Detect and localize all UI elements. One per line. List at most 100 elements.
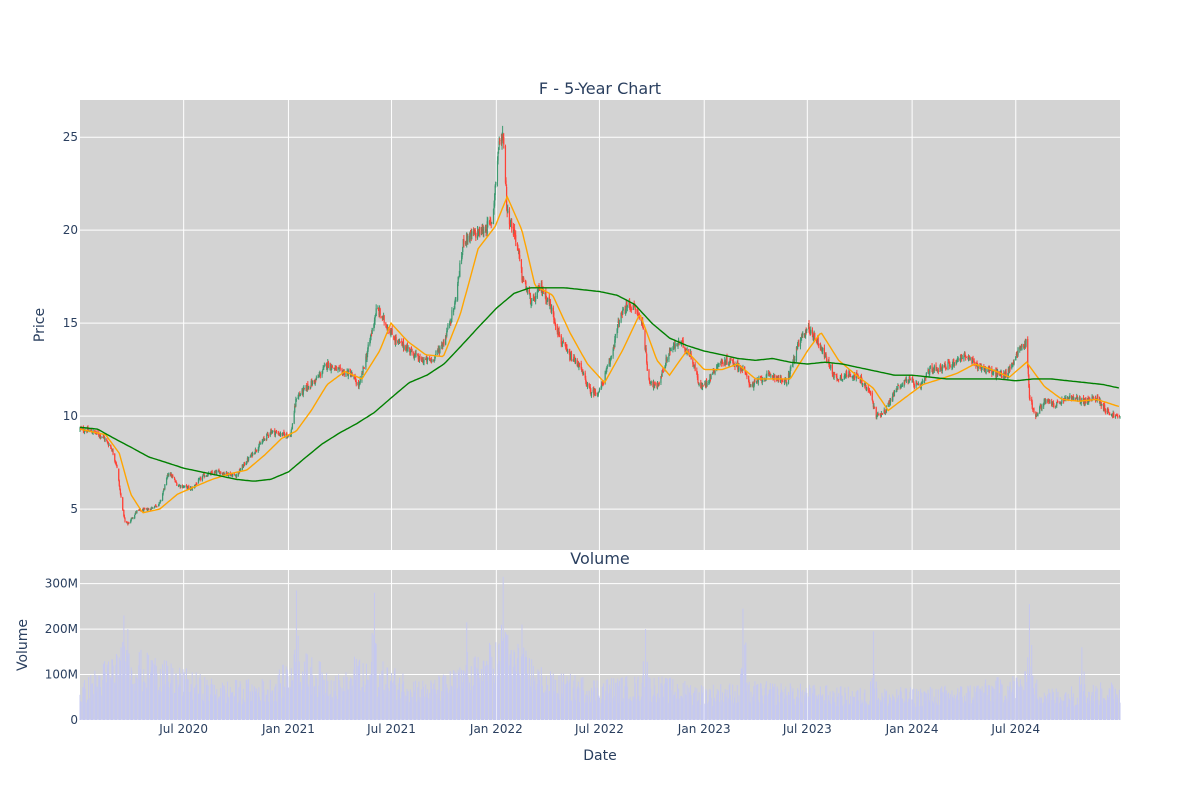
candle-body — [830, 364, 832, 369]
volume-bar — [736, 685, 738, 720]
volume-bar — [674, 694, 676, 720]
volume-bar — [147, 689, 149, 720]
volume-bar — [269, 679, 271, 720]
volume-bar — [135, 674, 137, 720]
candle-body — [945, 368, 947, 370]
volume-bar — [431, 688, 433, 720]
candle-body — [135, 512, 137, 514]
volume-bar — [804, 691, 806, 720]
volume-bar — [263, 689, 265, 720]
volume-bar — [274, 687, 276, 720]
volume-bar — [1119, 702, 1121, 720]
volume-bar — [314, 694, 316, 720]
volume-bar — [1087, 703, 1089, 720]
volume-bar — [1113, 699, 1115, 720]
volume-bar — [1061, 700, 1063, 720]
volume-bar — [664, 677, 666, 720]
candle-body — [1053, 405, 1055, 407]
volume-bars — [79, 576, 1121, 720]
date-x-tick-label: Jan 2024 — [885, 722, 939, 736]
candle-body — [692, 364, 695, 366]
volume-bar — [303, 675, 305, 720]
volume-bar — [363, 692, 365, 720]
volume-bar — [425, 684, 427, 720]
volume-bar — [518, 648, 520, 720]
volume-bar — [478, 672, 480, 720]
candle-body — [211, 471, 213, 474]
candle-body — [102, 436, 104, 438]
volume-bar — [238, 687, 240, 720]
volume-bar — [792, 688, 794, 720]
volume-bar — [513, 649, 515, 720]
volume-bar — [398, 683, 400, 720]
volume-bar — [466, 652, 468, 720]
volume-bar — [920, 688, 922, 720]
candle-body — [853, 373, 856, 378]
candle-body — [937, 370, 939, 372]
volume-bar — [216, 689, 218, 720]
volume-bar — [451, 686, 453, 720]
volume-bar — [576, 688, 578, 720]
candle-body — [286, 433, 288, 435]
volume-bar — [867, 704, 869, 720]
candle-body — [1031, 399, 1033, 403]
volume-bar — [569, 679, 571, 720]
volume-bar — [931, 688, 933, 720]
volume-bar — [912, 706, 914, 720]
volume-bar — [401, 683, 403, 720]
candle-body — [969, 358, 971, 360]
volume-bar — [110, 679, 112, 720]
candle-body — [494, 193, 496, 206]
candle-body — [1001, 376, 1003, 378]
volume-bar — [322, 679, 324, 720]
volume-bar — [378, 689, 380, 720]
candle-body — [847, 375, 849, 377]
candle-body — [661, 371, 663, 377]
volume-bar — [497, 663, 499, 720]
volume-bar — [979, 688, 981, 720]
candle-body — [457, 284, 459, 301]
volume-bar — [693, 698, 695, 720]
volume-bar — [704, 705, 706, 720]
volume-bar — [290, 689, 292, 720]
volume-bar — [1048, 693, 1050, 720]
volume-bar — [594, 687, 596, 720]
candle-body — [828, 364, 831, 367]
volume-bar — [1075, 704, 1077, 720]
candle-body — [873, 405, 875, 407]
volume-bar — [921, 692, 923, 720]
volume-bar — [875, 681, 877, 720]
candle-body — [259, 442, 261, 444]
candle-body — [877, 413, 880, 415]
volume-bar — [935, 689, 937, 720]
candle-body — [569, 351, 571, 361]
volume-bar — [1096, 700, 1098, 720]
candle-body — [337, 368, 340, 370]
volume-bar — [1099, 700, 1101, 720]
candle-body — [549, 301, 552, 307]
candle-body — [876, 414, 878, 416]
candle-body — [1077, 398, 1079, 400]
candle-body — [410, 348, 413, 350]
candle-body — [1073, 398, 1075, 401]
volume-bar — [575, 700, 577, 720]
candle-body — [637, 312, 639, 314]
candle-body — [536, 290, 538, 298]
volume-bar — [598, 697, 600, 720]
volume-bar — [1012, 693, 1014, 720]
candle-body — [594, 390, 596, 393]
volume-bar — [1003, 700, 1005, 720]
candle-body — [438, 348, 440, 351]
volume-bar — [642, 675, 644, 720]
candle-body — [573, 357, 575, 361]
candle-body — [179, 485, 181, 487]
volume-bar — [247, 683, 249, 720]
candle-body — [817, 336, 819, 343]
candle-body — [861, 380, 863, 386]
candle-body — [844, 375, 847, 378]
candle-body — [971, 358, 974, 364]
candle-body — [357, 382, 360, 387]
volume-bar — [1116, 694, 1118, 720]
candle-body — [116, 465, 118, 468]
